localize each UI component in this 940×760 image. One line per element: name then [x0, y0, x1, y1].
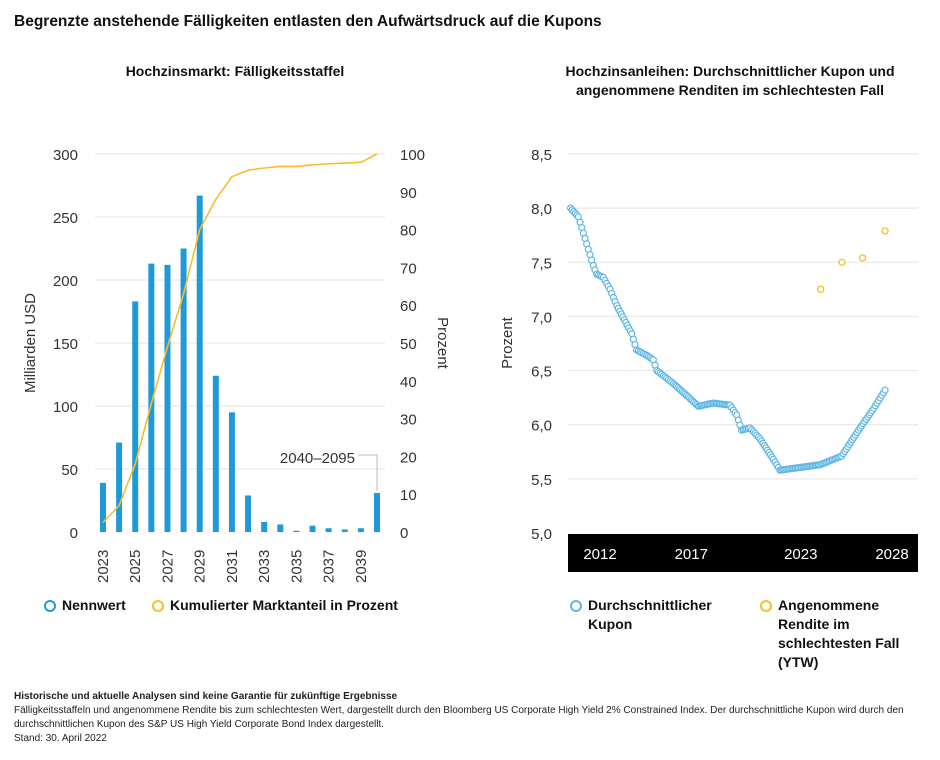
- legend-label: Kumulierter Marktanteil in Prozent: [170, 597, 398, 613]
- bar: [116, 442, 123, 532]
- y2-tick-label: 10: [400, 487, 417, 504]
- y-tick-label: 50: [61, 462, 78, 479]
- footer: Historische und aktuelle Analysen sind k…: [14, 690, 914, 746]
- y-tick-label: 300: [53, 147, 78, 164]
- bar: [100, 482, 106, 532]
- bar: [245, 495, 252, 532]
- main-title: Begrenzte anstehende Fälligkeiten entlas…: [14, 13, 602, 30]
- bar: [212, 375, 219, 532]
- x-tick-label: 2023: [95, 550, 112, 583]
- legend-item-ytw: Angenommene Rendite im schlechtesten Fal…: [760, 596, 930, 672]
- y-tick-label: 6,0: [531, 418, 552, 435]
- x-tick-label: 2029: [192, 550, 209, 583]
- x-tick-label: 2012: [583, 546, 616, 563]
- y-tick-label: 200: [53, 273, 78, 290]
- bar: [293, 530, 300, 532]
- y-axis-label: Prozent: [499, 316, 516, 369]
- y-tick-label: 150: [53, 336, 78, 353]
- as-of-date: Stand: 30. April 2022: [14, 733, 107, 744]
- y2-tick-label: 40: [400, 374, 417, 391]
- y2-tick-label: 70: [400, 260, 417, 277]
- bar: [228, 412, 235, 532]
- y-tick-label: 100: [53, 399, 78, 416]
- y-tick-label: 8,0: [531, 201, 552, 218]
- x-tick-label: 2027: [159, 550, 176, 583]
- bar: [132, 301, 139, 532]
- y-tick-label: 5,5: [531, 472, 552, 489]
- legend-label: Angenommene Rendite im schlechtesten Fal…: [778, 597, 900, 670]
- y2-tick-label: 60: [400, 298, 417, 315]
- y2-axis-label: Prozent: [434, 317, 451, 370]
- y-tick-label: 6,5: [531, 364, 552, 381]
- ytw-point: [858, 254, 867, 262]
- right-chart: 5,0 5,5 6,0 6,5 7,0 7,5 8,0 8,5 Prozent 2012 2017 2…: [499, 147, 918, 572]
- y2-tick-label: 20: [400, 449, 417, 466]
- left-chart: 0 50 100 150 200 250 300 0 10 20 30 40 50 60 70 80 90 100…: [22, 147, 451, 583]
- left-chart-title: Hochzinsmarkt: Fälligkeitsstaffel: [125, 63, 345, 79]
- bar: [261, 521, 268, 532]
- y2-tick-label: 100: [400, 147, 425, 164]
- legend-item-nennwert: Nennwert: [44, 596, 126, 615]
- x-tick-label: 2037: [321, 550, 338, 583]
- x-tick-label: 2023: [784, 546, 817, 563]
- coupon-point: [881, 386, 889, 394]
- x-tick-label: 2028: [875, 546, 908, 563]
- x-tick-label: 2025: [127, 550, 144, 583]
- legend-item-kupon: Durchschnittlicher Kupon: [570, 596, 745, 634]
- legend-item-kumuliert: Kumulierter Marktanteil in Prozent: [152, 596, 398, 615]
- y-tick-label: 8,5: [531, 147, 552, 164]
- y2-tick-label: 0: [400, 525, 408, 542]
- y-tick-label: 0: [70, 525, 78, 542]
- y2-tick-label: 50: [400, 336, 417, 353]
- x-tick-label: 2039: [353, 550, 370, 583]
- bar: [374, 492, 380, 532]
- bar: [357, 528, 364, 532]
- y-tick-label: 7,5: [531, 255, 552, 272]
- y2-tick-label: 30: [400, 412, 417, 429]
- y2-tick-label: 90: [400, 185, 417, 202]
- bar: [180, 248, 187, 532]
- x-tick-label: 2033: [256, 550, 273, 583]
- cumulative-line: [102, 153, 378, 524]
- bar: [341, 529, 348, 532]
- annotation-leader-line: [358, 454, 378, 491]
- legend-label: Durchschnittlicher Kupon: [588, 597, 712, 632]
- ytw-point: [838, 258, 846, 266]
- right-chart-title: Hochzinsanleihen: Durchschnittlicher Kup…: [565, 63, 895, 98]
- y-axis-label: Milliarden USD: [22, 293, 39, 393]
- x-tick-label: 2035: [288, 550, 305, 583]
- yellow-circle-icon: [152, 600, 164, 612]
- disclaimer: Historische und aktuelle Analysen sind k…: [14, 691, 398, 702]
- ytw-point: [816, 285, 825, 294]
- bar: [164, 264, 171, 532]
- y-tick-label: 5,0: [531, 526, 552, 543]
- charts-canvas: 0 50 100 150 200 250 300 0 10 20 30 40 50 60 70 80 90 100…: [22, 147, 918, 583]
- blue-circle-icon: [570, 600, 582, 612]
- legend-label: Nennwert: [62, 597, 126, 613]
- y2-tick-label: 80: [400, 223, 417, 240]
- y-tick-label: 7,0: [531, 309, 552, 326]
- bar: [325, 528, 332, 532]
- bar: [277, 524, 284, 532]
- bar: [148, 263, 155, 532]
- bar: [309, 525, 316, 532]
- y-tick-label: 250: [53, 210, 78, 227]
- annotation-label: 2040–2095: [280, 450, 355, 467]
- bar: [196, 195, 203, 532]
- blue-circle-icon: [44, 600, 56, 612]
- x-tick-label: 2031: [224, 550, 241, 583]
- source-note: Fälligkeitsstaffeln und angenommene Rend…: [14, 705, 904, 730]
- ytw-point: [881, 227, 889, 235]
- x-axis-band: [568, 534, 918, 572]
- x-tick-label: 2017: [675, 546, 708, 563]
- yellow-circle-icon: [760, 600, 772, 612]
